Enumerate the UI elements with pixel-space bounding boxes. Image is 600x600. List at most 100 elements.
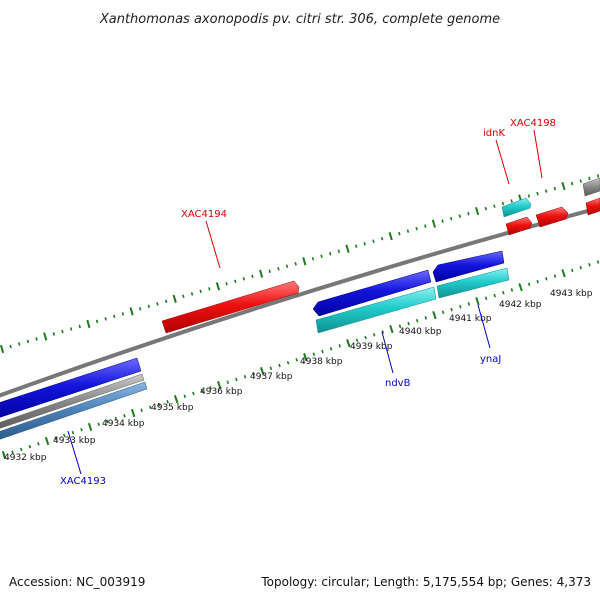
gene-label-xac4198[interactable]: XAC4198 [510,118,556,129]
major-tick [260,366,265,376]
gene-xac4198-arrow[interactable] [535,206,569,228]
minor-tick [484,296,488,301]
major-tick [87,422,93,432]
minor-tick [510,199,513,203]
gene-edge-grey-arrow[interactable] [582,177,600,197]
minor-tick [484,206,487,211]
minor-tick [553,274,557,278]
minor-tick [449,216,453,221]
major-tick [561,181,566,191]
ruler-label: 4943 kbp [550,289,593,299]
minor-tick [579,265,583,270]
accession-text: Accession: NC_003919 [9,575,145,589]
minor-tick [588,176,591,181]
gene-ndvb-rna-bar[interactable] [315,286,437,334]
minor-tick [459,304,462,309]
gene-xac4194-arrow[interactable] [161,280,300,334]
minor-tick [596,260,600,264]
leader-line-xac4198 [533,129,543,179]
minor-tick [596,174,600,178]
minor-tick [493,293,496,298]
minor-tick [78,324,81,329]
ruler-label: 4932 kbp [4,453,47,463]
minor-tick [450,307,453,312]
minor-tick [208,287,211,291]
major-tick [259,269,264,278]
gene-xac4193-arrow[interactable] [0,357,142,419]
minor-tick [545,277,548,281]
major-tick [475,207,480,216]
ruler-label: 4935 kbp [151,403,194,413]
ruler-label: 4933 kbp [53,436,96,446]
major-tick [44,436,50,446]
major-tick [431,219,436,228]
gene-xac4193-steel-bar[interactable] [0,381,148,441]
gene-label-xac4194[interactable]: XAC4194 [181,209,227,220]
ruler-label: 4937 kbp [250,372,293,382]
minor-tick [243,374,247,379]
minor-tick [527,282,531,287]
minor-tick [61,329,64,334]
minor-tick [380,236,384,241]
minor-tick [226,380,230,385]
ruler-label: 4934 kbp [102,419,145,429]
minor-tick [544,189,548,193]
minor-tick [252,372,255,376]
gene-xac4193-grey-bar[interactable] [0,373,145,430]
gene-idnk-red-arrow[interactable] [505,216,533,236]
minor-tick [268,269,271,274]
minor-tick [80,428,83,432]
minor-tick [242,277,246,281]
minor-tick [502,290,505,295]
major-tick [561,269,566,278]
gene-label-idnk[interactable]: idnK [483,128,505,139]
gene-label-ynaj[interactable]: ynaJ [480,354,501,365]
minor-tick [54,436,57,440]
minor-tick [190,292,194,296]
minor-tick [139,307,142,311]
minor-tick [354,244,358,248]
leader-line-xac4194 [205,220,221,269]
minor-tick [355,338,359,343]
minor-tick [321,349,324,354]
ruler-labels: 4932 kbp 4933 kbp 4934 kbp 4935 kbp 4936… [4,289,593,463]
minor-tick [363,241,366,246]
ruler-label: 4940 kbp [399,327,442,337]
gene-idnk-arrow[interactable] [501,197,532,218]
major-tick [346,338,351,348]
ruler-label: 4936 kbp [200,387,243,397]
minor-tick [149,405,152,410]
minor-tick [406,229,410,233]
gene-label-xac4193[interactable]: XAC4193 [60,476,106,487]
minor-tick [106,419,109,424]
minor-tick [441,219,444,223]
minor-tick [407,321,410,326]
major-tick [217,380,222,390]
minor-tick [164,299,168,304]
minor-tick [71,430,75,435]
minor-tick [69,327,73,331]
leader-line-ndvb [381,331,394,374]
gene-ynaj-rna-bar[interactable] [436,267,510,299]
gene-label-ndvb[interactable]: ndvB [385,378,411,389]
minor-tick [209,386,212,390]
minor-tick [381,330,385,334]
minor-tick [285,264,289,269]
gene-ndvb-arrow[interactable] [312,269,432,317]
major-tick [86,319,91,329]
major-tick [475,297,480,306]
minor-tick [570,181,574,186]
minor-tick [200,388,204,393]
gene-edge-red-arrow[interactable] [585,197,600,216]
minor-tick [510,288,514,292]
major-tick [43,332,48,341]
minor-tick [415,318,419,323]
minor-tick [536,191,539,196]
gene-ynaj-arrow[interactable] [432,250,505,283]
ruler-label: 4942 kbp [499,300,542,310]
major-tick [173,394,179,404]
minor-tick [113,314,116,319]
major-tick [518,283,523,292]
minor-tick [123,414,126,418]
minor-tick [294,261,297,266]
